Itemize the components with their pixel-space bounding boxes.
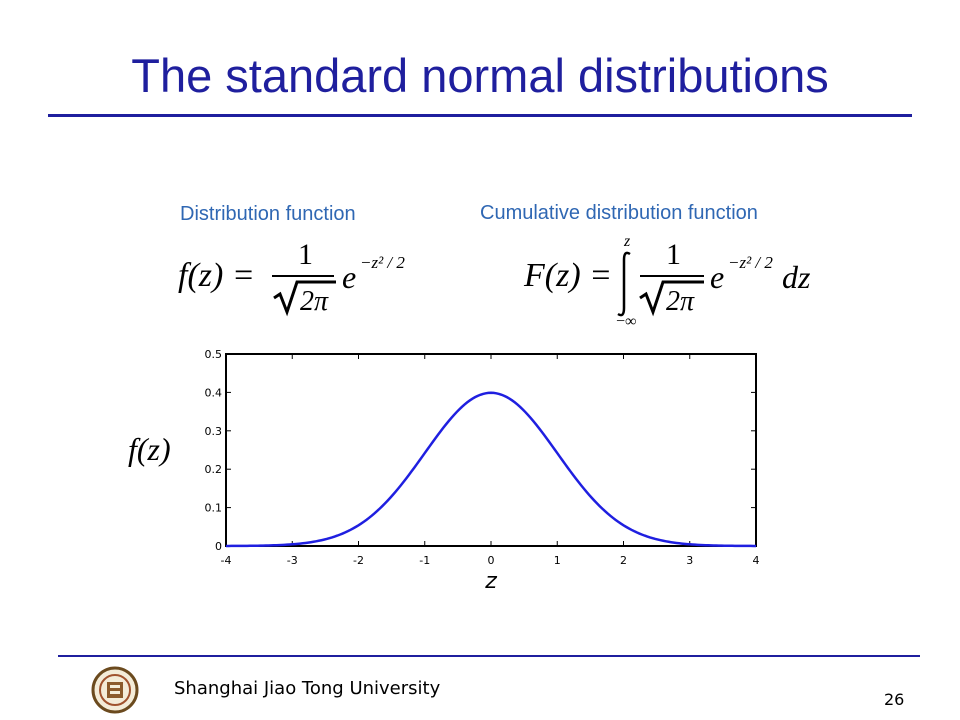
x-tick-label: -4	[221, 554, 232, 567]
cdf-sqrt-sign	[639, 280, 704, 317]
pdf-exp-power: −z² / 2	[360, 253, 405, 272]
cdf-exp-base: e	[710, 259, 724, 295]
x-tick-label: 2	[620, 554, 627, 567]
cdf-lhs: F(z) =	[523, 257, 612, 294]
y-tick-label: 0.4	[205, 386, 223, 399]
pdf-sqrt-sign	[273, 280, 336, 317]
cdf-formula: F(z) = z −∞ 1 2π e −z² / 2 dz	[523, 233, 811, 330]
y-tick-label: 0.2	[205, 463, 223, 476]
x-tick-label: -2	[353, 554, 364, 567]
y-tick-label: 0.5	[205, 348, 223, 361]
pdf-formula: f(z) = 1 2π e −z² / 2	[178, 238, 405, 317]
pdf-numerator: 1	[298, 238, 313, 271]
plot-frame	[225, 353, 757, 547]
footer-university: Shanghai Jiao Tong University	[174, 678, 441, 699]
x-tick-label: -3	[287, 554, 298, 567]
pdf-sqrt-arg: 2π	[300, 286, 329, 317]
integral-sign	[617, 251, 631, 317]
x-tick-label: 4	[753, 554, 760, 567]
pdf-exp-base: e	[342, 259, 356, 295]
integral-lower-limit: −∞	[616, 313, 636, 330]
cdf-sqrt-arg: 2π	[666, 286, 695, 317]
x-tick-label: 3	[686, 554, 693, 567]
slide-title: The standard normal distributions	[131, 49, 829, 102]
x-tick-label: 1	[554, 554, 561, 567]
x-tick-label: 0	[488, 554, 495, 567]
y-tick-label: 0.3	[205, 425, 223, 438]
university-logo	[91, 666, 139, 714]
y-tick-label: 0	[215, 540, 222, 553]
y-tick-label: 0.1	[205, 502, 223, 515]
y-axis-label: f(z)	[128, 431, 171, 467]
x-axis-label: z	[484, 569, 497, 594]
page-number: 26	[884, 690, 905, 709]
title-underline	[48, 114, 912, 117]
cdf-numerator: 1	[666, 238, 681, 271]
x-tick-label: -1	[419, 554, 430, 567]
cdf-differential: dz	[782, 259, 811, 295]
pdf-label: Distribution function	[180, 203, 356, 225]
normal-pdf-chart: -4 -3 -2 -1 0 1 2 3 4 0 0.1 0.2 0.3 0.4 0.5 z f(z)	[128, 348, 760, 594]
integral-upper-limit: z	[623, 233, 631, 250]
footer-rule	[58, 655, 920, 657]
cdf-exp-power: −z² / 2	[728, 253, 773, 272]
pdf-lhs: f(z) =	[178, 257, 255, 294]
pdf-curve	[225, 391, 757, 548]
cdf-label: Cumulative distribution function	[480, 202, 758, 224]
